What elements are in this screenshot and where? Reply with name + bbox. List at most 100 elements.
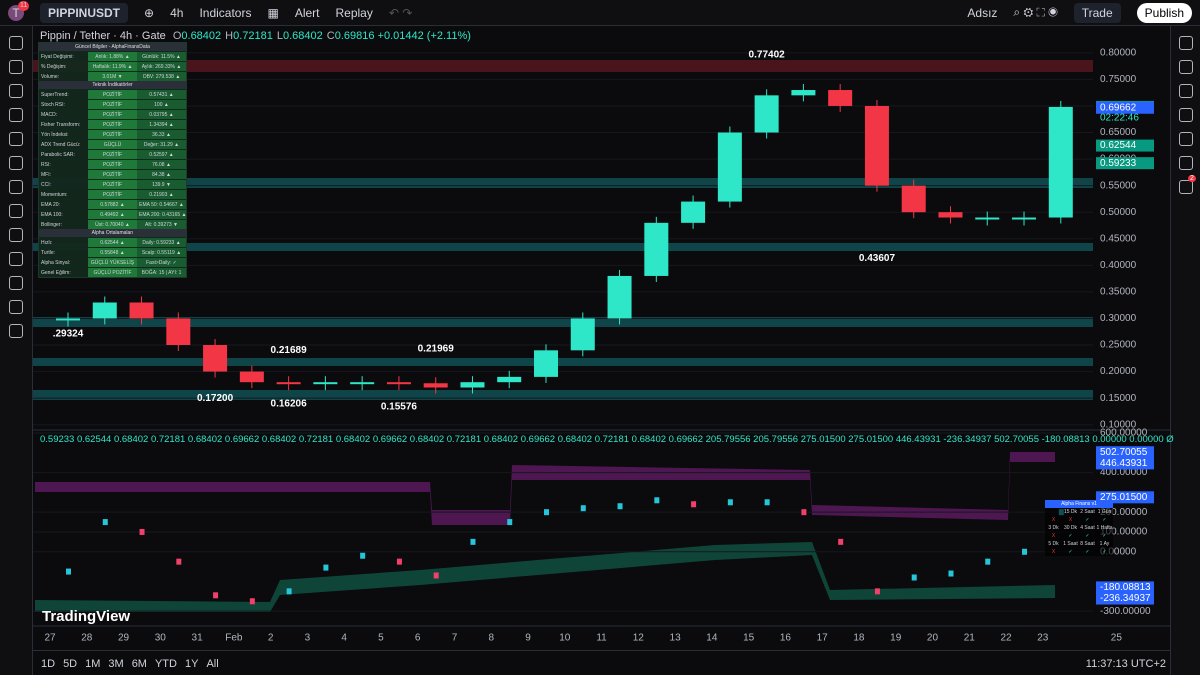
templates-button[interactable]: ▦ <box>267 5 279 20</box>
candle <box>166 318 191 346</box>
compare-button[interactable]: ⊕ <box>144 5 155 20</box>
candle <box>975 217 1000 220</box>
price-badge-label: 502.70055 <box>1100 447 1148 458</box>
zoom-tool[interactable] <box>9 228 23 242</box>
crosshair-tool[interactable] <box>9 36 23 50</box>
candle <box>791 90 816 96</box>
info-cell: Volume: <box>41 73 60 80</box>
oscillator-dot <box>102 519 108 526</box>
settings-icons[interactable]: ⌕ ⚙ ⛶ ◉ <box>1013 5 1058 19</box>
x-tick-label: 19 <box>890 633 902 644</box>
info-row: Fiyat Değişimi: Anlık: 1.88% ▲ Günlük: 11.… <box>39 51 186 61</box>
trade-button[interactable]: Trade <box>1073 2 1121 23</box>
ohlc-value: 0.68402 <box>181 30 222 42</box>
indicators-button[interactable]: Indicators <box>199 5 252 20</box>
oscillator-dot <box>911 574 917 581</box>
info-cell: POZİTİF <box>88 90 137 99</box>
alpha-cell: ✓ <box>1102 549 1107 555</box>
y-tick-label: 0.50000 <box>1100 207 1137 218</box>
symbol-search[interactable]: PIPPINUSDT <box>40 2 129 23</box>
price-badge-label: 0.59233 <box>1100 158 1137 169</box>
pitchfork-tool[interactable] <box>9 84 23 98</box>
info-cell: POZİTİF <box>88 190 137 199</box>
info-cell: Daily: 0.59233 ▲ <box>137 238 186 247</box>
info-row: EMA 20: 0.57882 ▲ EMA 50: 0.54667 ▲ <box>39 199 186 209</box>
watchlist[interactable] <box>1179 36 1193 50</box>
range-button[interactable]: 1D <box>41 657 56 670</box>
alpha-cell: 1 Saat <box>1063 541 1078 547</box>
alpha-cell: 5 Dk <box>1048 541 1059 547</box>
x-tick-label: 28 <box>81 633 93 644</box>
info-panel: Güncel Bilgiler - AlphaFinansData Fiyat D… <box>38 42 187 278</box>
trash-tool[interactable] <box>9 324 23 338</box>
magnet-tool[interactable] <box>9 252 23 266</box>
layers[interactable] <box>1179 84 1193 98</box>
info-cell: 3.01M ▼ <box>88 72 137 81</box>
info-row: RSI: POZİTİF 76.08 ▲ <box>39 159 186 169</box>
avatar[interactable]: T 11 <box>8 0 30 21</box>
info-cell: 0.62544 ▲ <box>88 238 137 247</box>
price-badge-label: 0.62544 <box>1100 140 1137 151</box>
range-button[interactable]: 6M <box>131 657 147 670</box>
info-row: Fisher Transform: POZİTİF 1.34394 ▲ <box>39 119 186 129</box>
y-tick-label: 0.15000 <box>1100 393 1137 404</box>
info-cell: EMA 200: 0.43165 ▲ <box>137 210 186 219</box>
alpha-cell: 2 Saat <box>1080 509 1095 515</box>
info-row: Turtle: 0.55848 ▲ Scalp: 0.55119 ▲ <box>39 247 186 257</box>
chart-background <box>33 26 1170 650</box>
info-cell: Scalp: 0.55119 ▲ <box>137 248 186 257</box>
line-tool[interactable] <box>9 60 23 74</box>
price-annotation: 0.77402 <box>749 49 786 60</box>
fib-tool[interactable] <box>9 108 23 122</box>
candle <box>681 201 706 223</box>
info-cell: 0.57882 ▲ <box>88 200 137 209</box>
text-tool[interactable] <box>9 156 23 170</box>
eye-tool[interactable] <box>9 300 23 314</box>
top-toolbar: T 11 PIPPINUSDT ⊕ 4h Indicators ▦ Alert R… <box>0 0 1200 26</box>
range-button[interactable]: YTD <box>154 657 177 670</box>
alpha-cell: X <box>1051 517 1056 523</box>
range-button[interactable]: 5D <box>63 657 78 670</box>
candle <box>864 105 889 186</box>
upper-band <box>35 452 1055 525</box>
section-title: Alpha Ortalamaları <box>39 229 186 237</box>
lock-tool[interactable] <box>9 276 23 290</box>
change: +0.01442 (+2.11%) <box>377 30 471 42</box>
info-cell: Fast>Daily: ✓ <box>137 258 186 267</box>
ideas[interactable] <box>1179 132 1193 146</box>
info-cell: Alt: 0.39273 ▼ <box>137 220 186 229</box>
y-tick-label: 0.25000 <box>1100 340 1137 351</box>
oscillator-dot <box>249 598 255 605</box>
undo-redo[interactable]: ↶ ↷ <box>388 5 413 20</box>
x-tick-label: 6 <box>415 633 421 644</box>
price-annotation: 0.21969 <box>418 344 455 355</box>
candle <box>1012 217 1037 220</box>
chat[interactable] <box>1179 108 1193 122</box>
x-tick-label: 31 <box>192 633 204 644</box>
publish-button[interactable]: Publish <box>1136 2 1192 23</box>
y-tick-label: 0.40000 <box>1100 260 1137 271</box>
info-cell: POZİTİF <box>88 180 137 189</box>
info-row: Volume: 3.01M ▼ OBV: 279.538 ▲ <box>39 71 186 81</box>
interval[interactable]: 4h <box>170 5 184 20</box>
x-tick-label: 20 <box>927 633 939 644</box>
brush-tool[interactable] <box>9 132 23 146</box>
info-row: Parabolic SAR: POZİTİF 0.52597 ▲ <box>39 149 186 159</box>
alert-button[interactable]: Alert <box>294 5 320 20</box>
countdown: 02:22:46 <box>1100 113 1139 124</box>
calendar[interactable] <box>1179 156 1193 170</box>
layout-name[interactable]: Adsız <box>967 5 998 20</box>
ruler-tool[interactable] <box>9 204 23 218</box>
emoji-tool[interactable] <box>9 180 23 194</box>
x-tick-label: 27 <box>44 633 56 644</box>
range-button[interactable]: 3M <box>108 657 124 670</box>
info-cell: POZİTİF <box>88 150 137 159</box>
alerts[interactable] <box>1179 60 1193 74</box>
range-button[interactable]: All <box>206 657 219 670</box>
replay-button[interactable]: Replay <box>335 5 373 20</box>
price-badge-label: -236.34937 <box>1100 593 1151 604</box>
range-button[interactable]: 1Y <box>184 657 199 670</box>
notifications[interactable]: 2 <box>1179 175 1196 194</box>
candle <box>313 382 338 385</box>
range-button[interactable]: 1M <box>85 657 101 670</box>
